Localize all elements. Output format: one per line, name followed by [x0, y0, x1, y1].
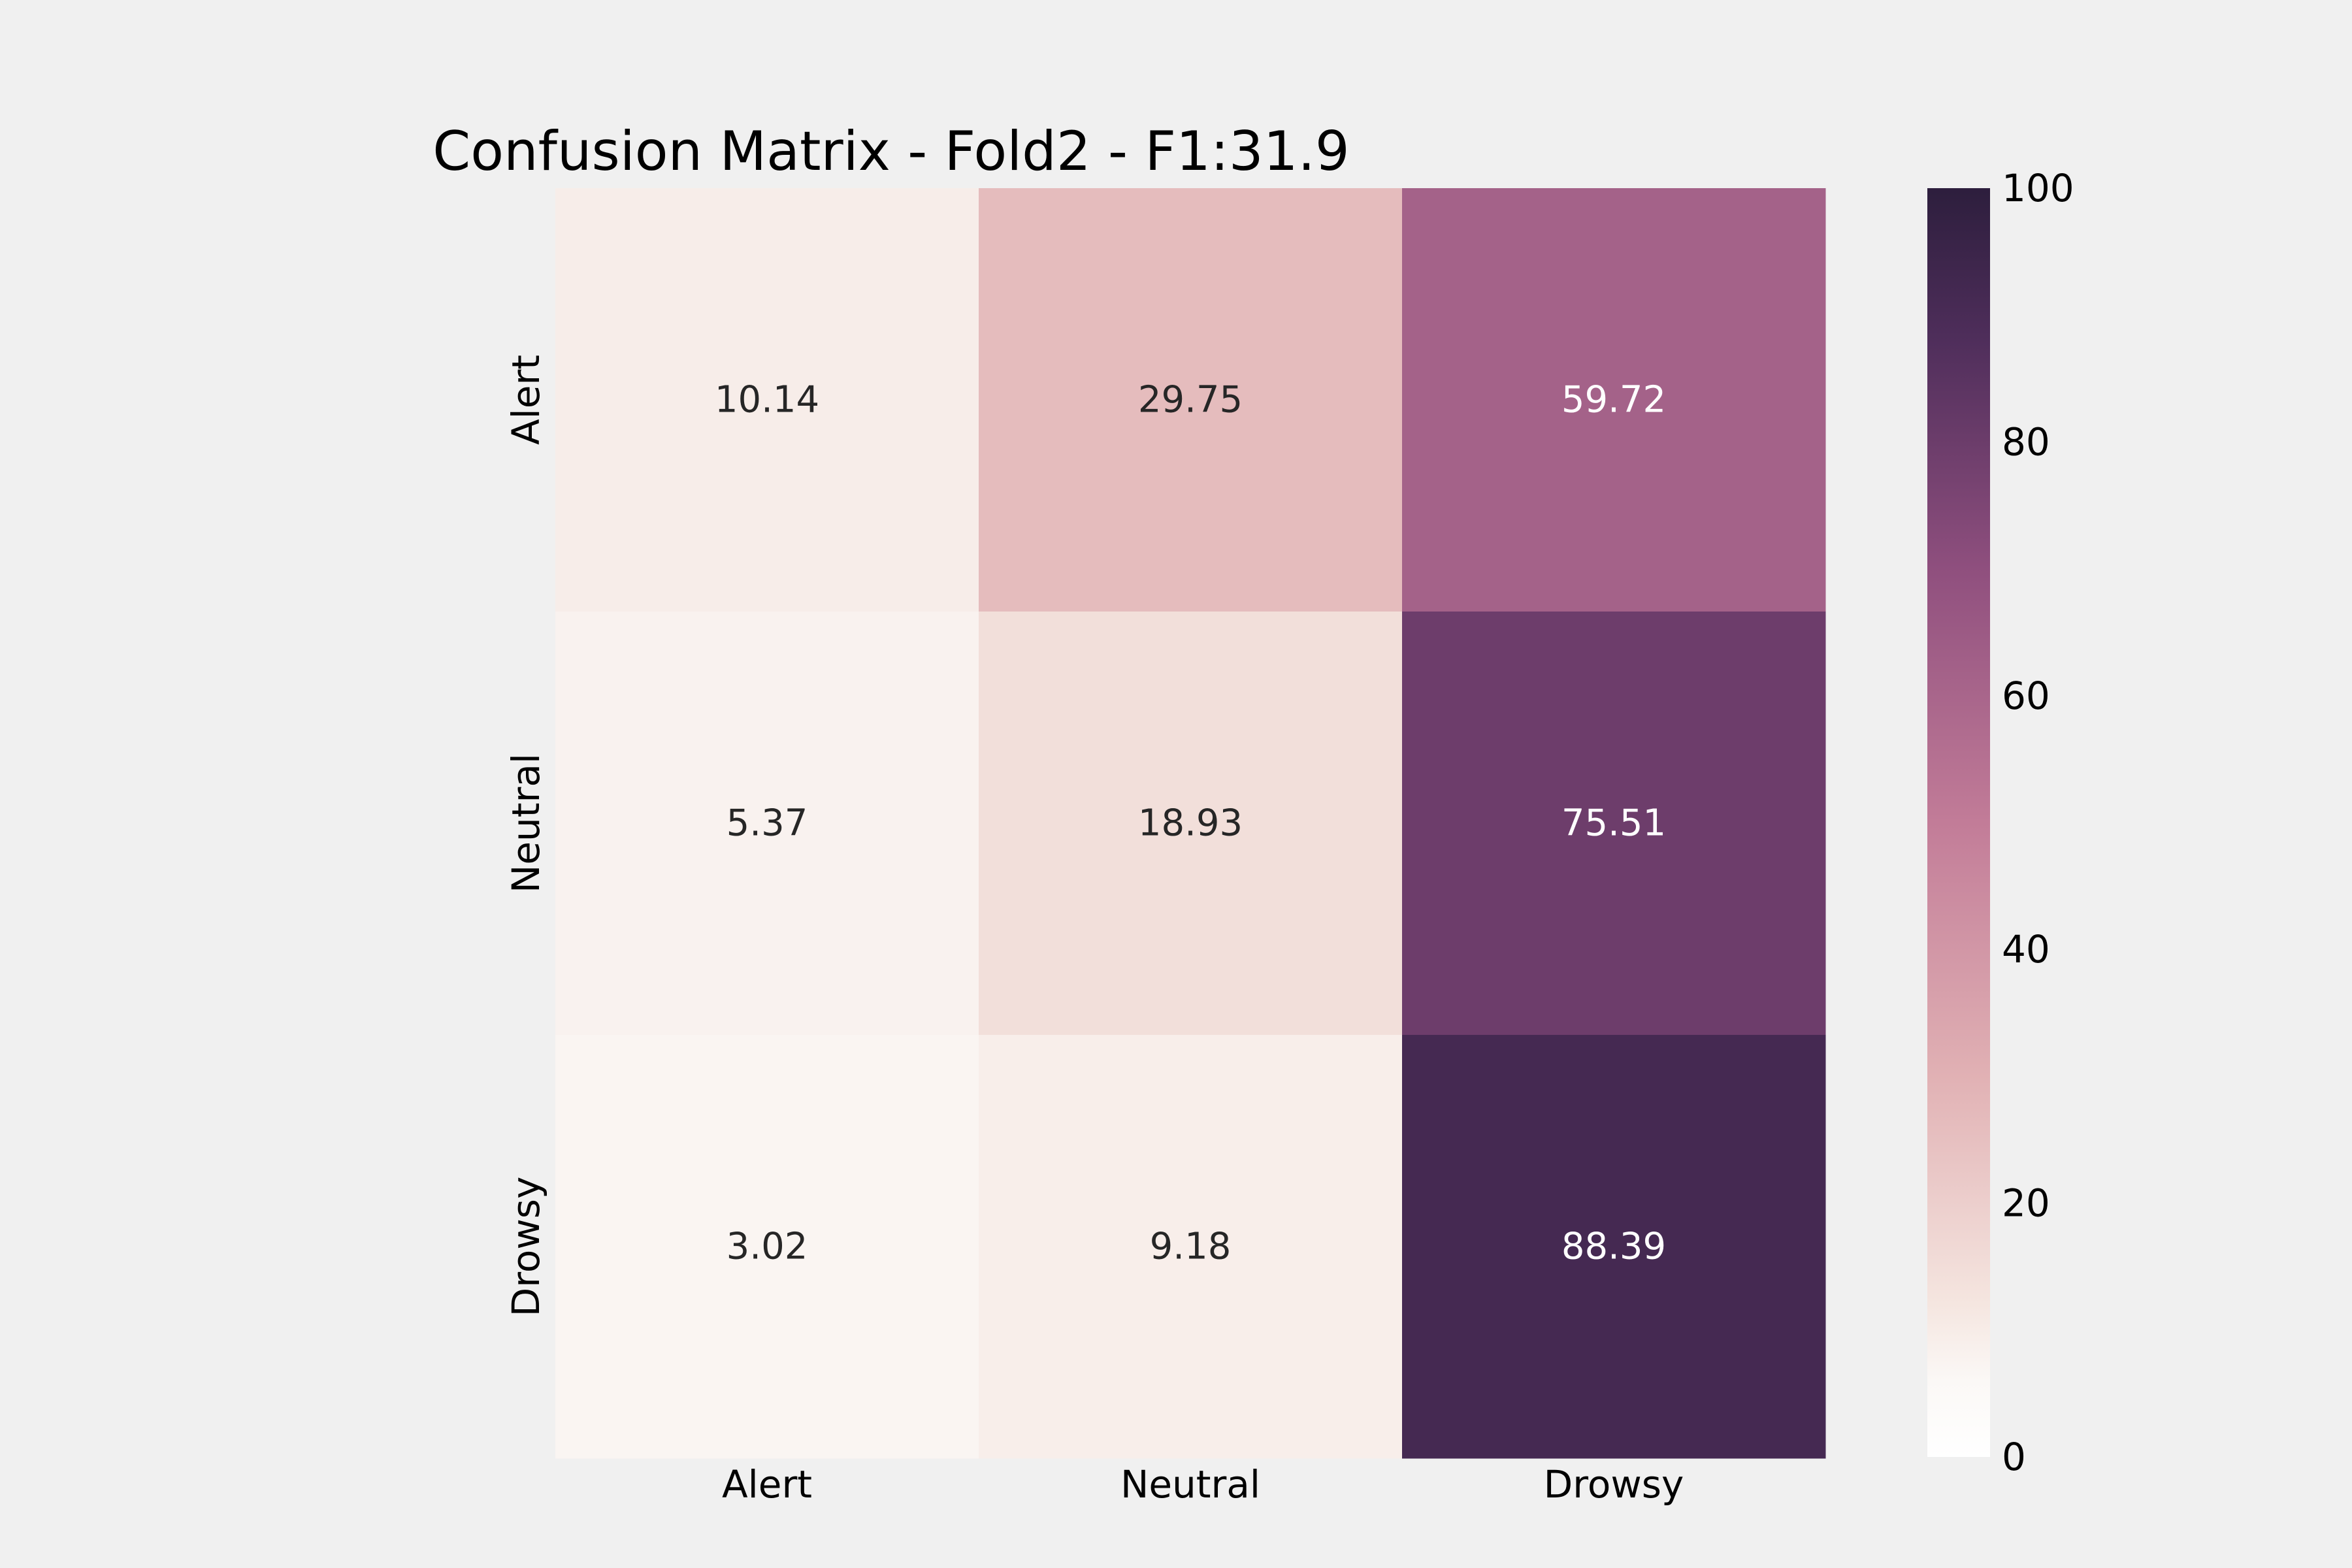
cell-value-label: 59.72 — [1561, 379, 1666, 421]
heatmap-cell — [555, 1035, 979, 1459]
y-axis-tick-labels: Alert Neutral Drowsy — [504, 355, 548, 1316]
heatmap-cell — [979, 612, 1403, 1036]
heatmap-cell — [1402, 1035, 1826, 1459]
x-tick-label: Alert — [722, 1462, 812, 1507]
heatmap-cell — [1402, 188, 1826, 612]
colorbar-tick-label: 80 — [2002, 419, 2050, 464]
cell-value-label: 10.14 — [715, 379, 819, 421]
colorbar-tick-label: 0 — [2002, 1435, 2026, 1479]
colorbar-tick-label: 60 — [2002, 674, 2050, 718]
cell-value-label: 88.39 — [1561, 1226, 1666, 1268]
heatmap-cell — [979, 188, 1403, 612]
x-tick-label: Neutral — [1120, 1462, 1260, 1507]
colorbar-tick-label: 40 — [2002, 927, 2050, 972]
cell-value-label: 9.18 — [1150, 1226, 1232, 1268]
y-tick-label: Drowsy — [504, 1177, 548, 1317]
colorbar — [1927, 188, 1990, 1457]
x-tick-label: Drowsy — [1544, 1462, 1684, 1507]
cell-value-label: 3.02 — [727, 1226, 808, 1268]
heatmap-cell — [555, 188, 979, 612]
y-tick-label: Neutral — [504, 753, 548, 893]
chart-title: Confusion Matrix - Fold2 - F1:31.9 — [433, 120, 1349, 183]
cell-value-label: 75.51 — [1561, 802, 1666, 845]
heatmap-cell — [1402, 612, 1826, 1036]
x-axis-tick-labels: Alert Neutral Drowsy — [722, 1462, 1684, 1507]
heatmap-cells: 10.14 29.75 59.72 5.37 18.93 75.51 3.02 9.18 88.… — [555, 188, 1826, 1459]
heatmap-cell — [555, 612, 979, 1036]
heatmap-cell — [979, 1035, 1403, 1459]
colorbar-tick-label: 20 — [2002, 1181, 2050, 1226]
y-tick-label: Alert — [504, 355, 548, 445]
cell-value-label: 18.93 — [1138, 802, 1243, 845]
cell-value-label: 29.75 — [1138, 379, 1243, 421]
colorbar-tick-label: 100 — [2002, 166, 2074, 210]
cell-value-label: 5.37 — [727, 802, 808, 845]
colorbar-tick-labels: 0 20 40 60 80 100 — [2002, 166, 2074, 1479]
